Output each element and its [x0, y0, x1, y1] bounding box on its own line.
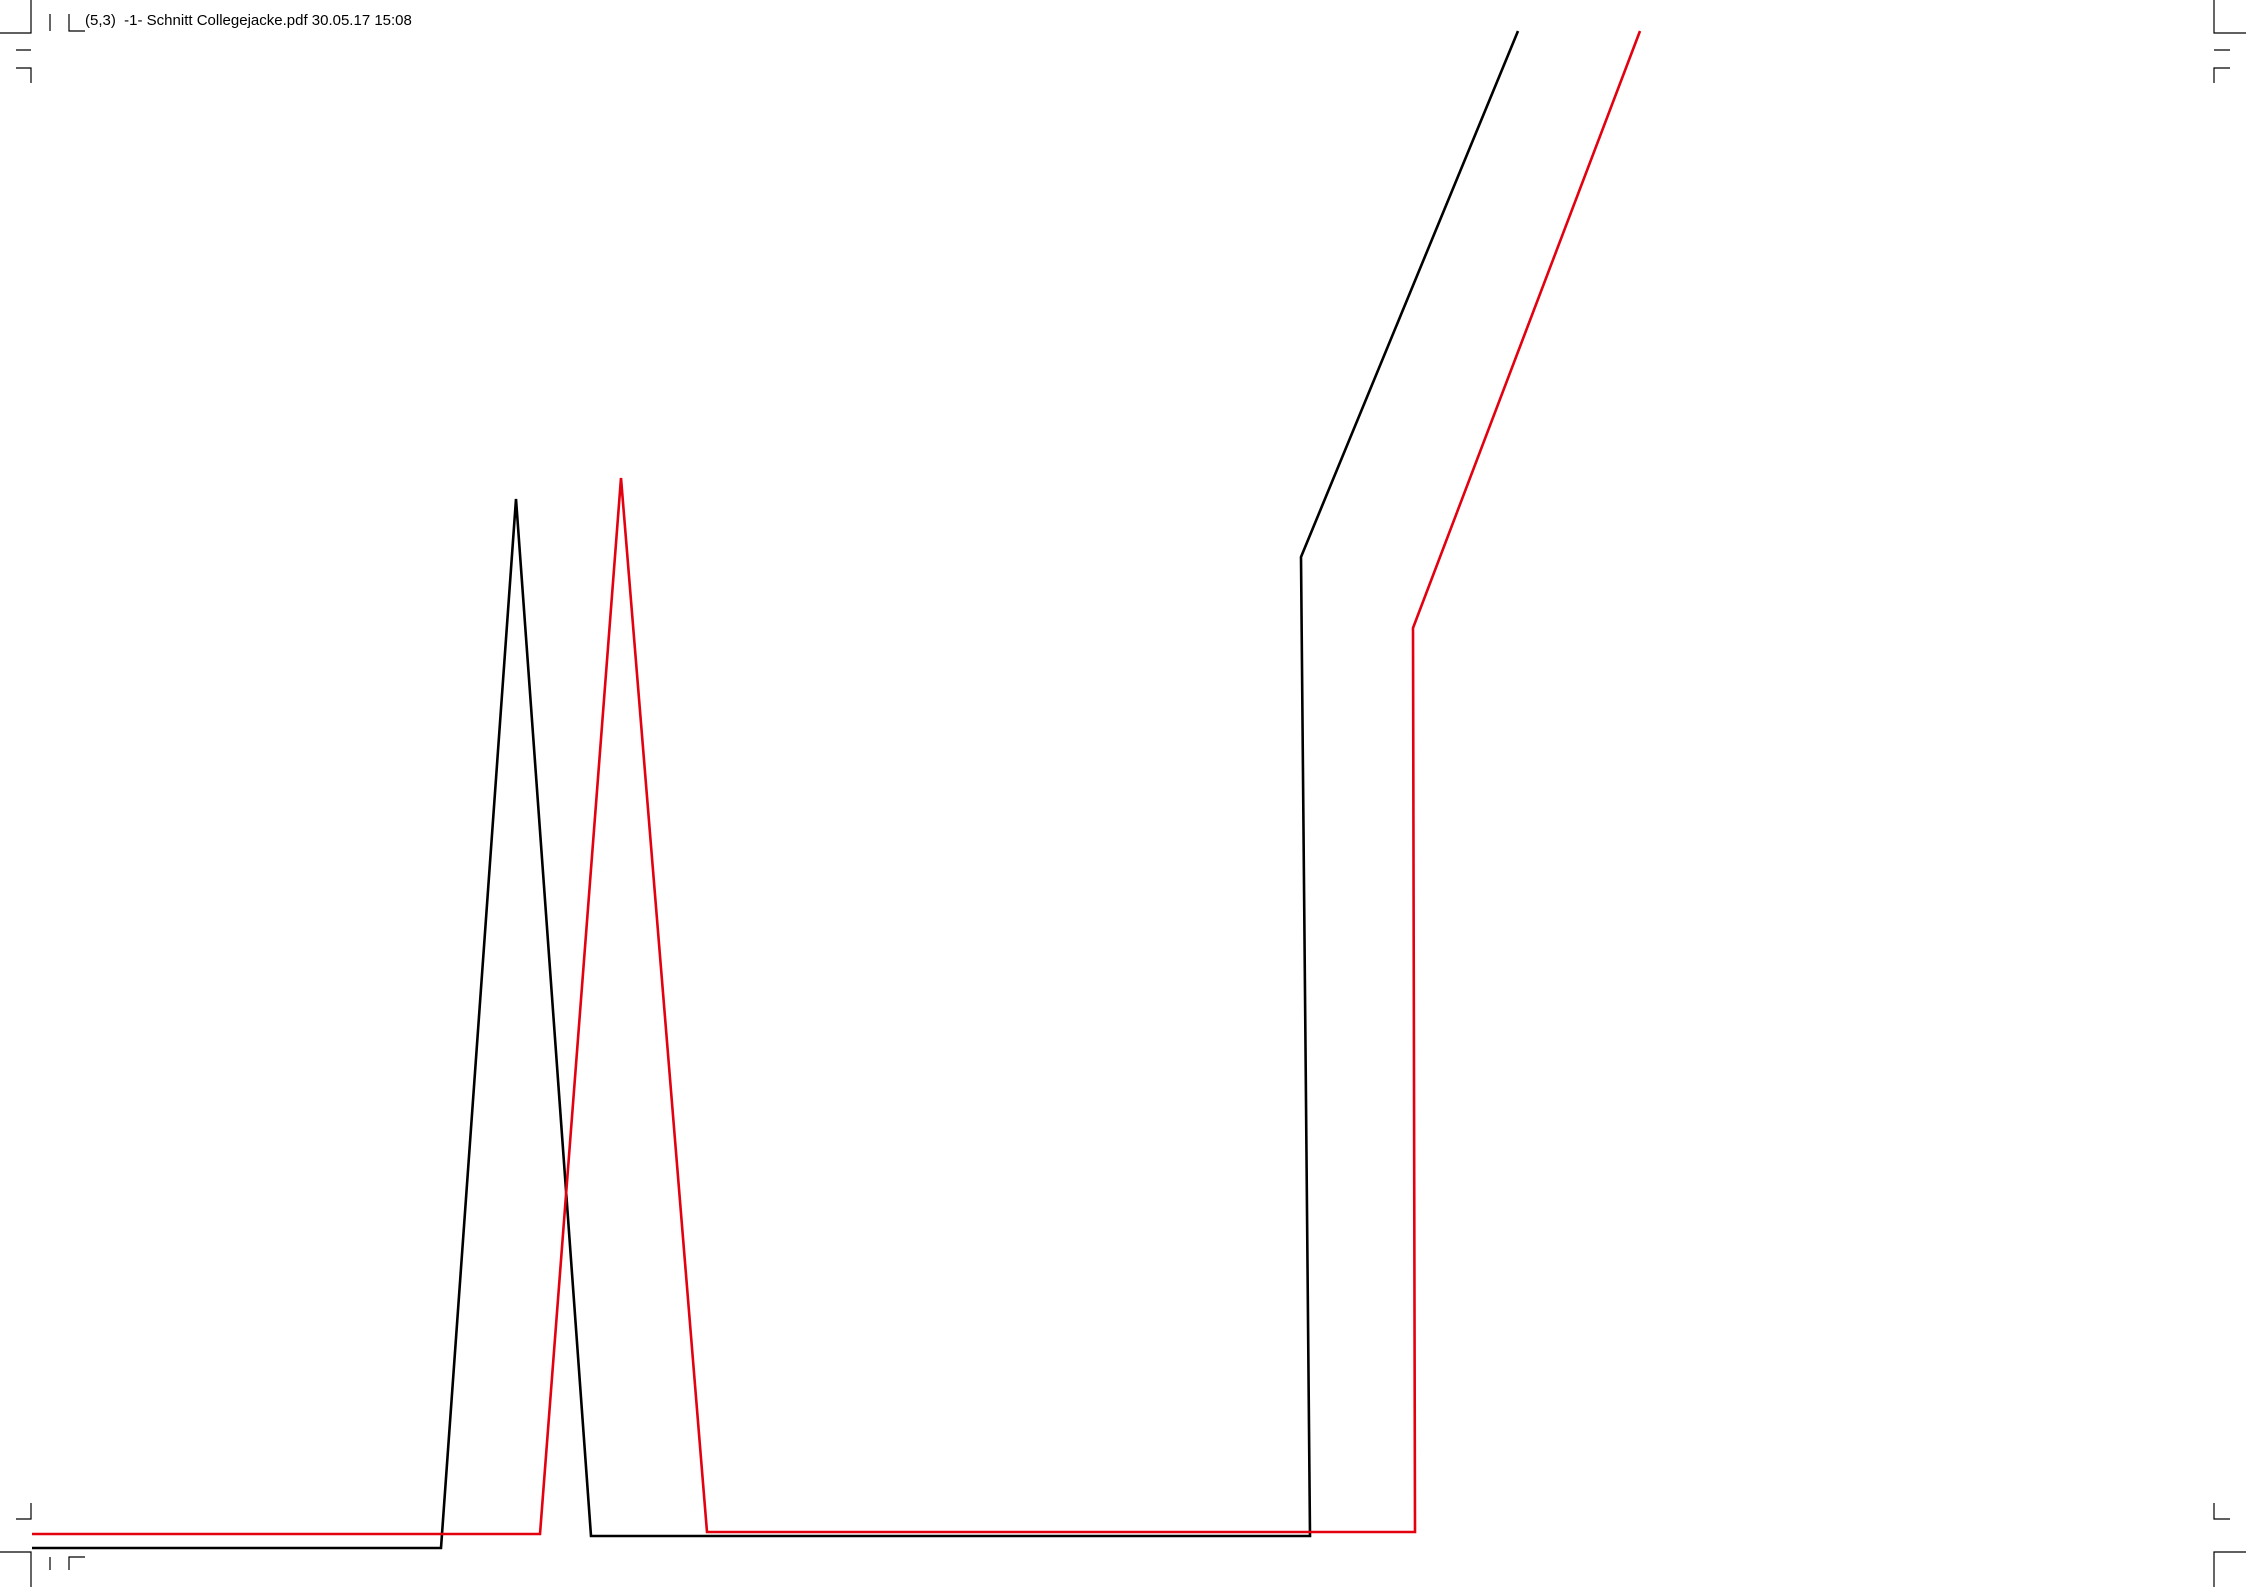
pattern-line-red [32, 30, 1642, 1536]
crop-mark-top-right [2213, 0, 2246, 83]
crop-mark-bottom-right [2213, 1503, 2246, 1587]
crop-mark-bottom-left [0, 1503, 85, 1587]
file-info-label: (5,3) -1- Schnitt Collegejacke.pdf 30.05… [85, 12, 412, 29]
pattern-line-black [32, 30, 1520, 1550]
crop-mark-top-left [0, 0, 85, 83]
